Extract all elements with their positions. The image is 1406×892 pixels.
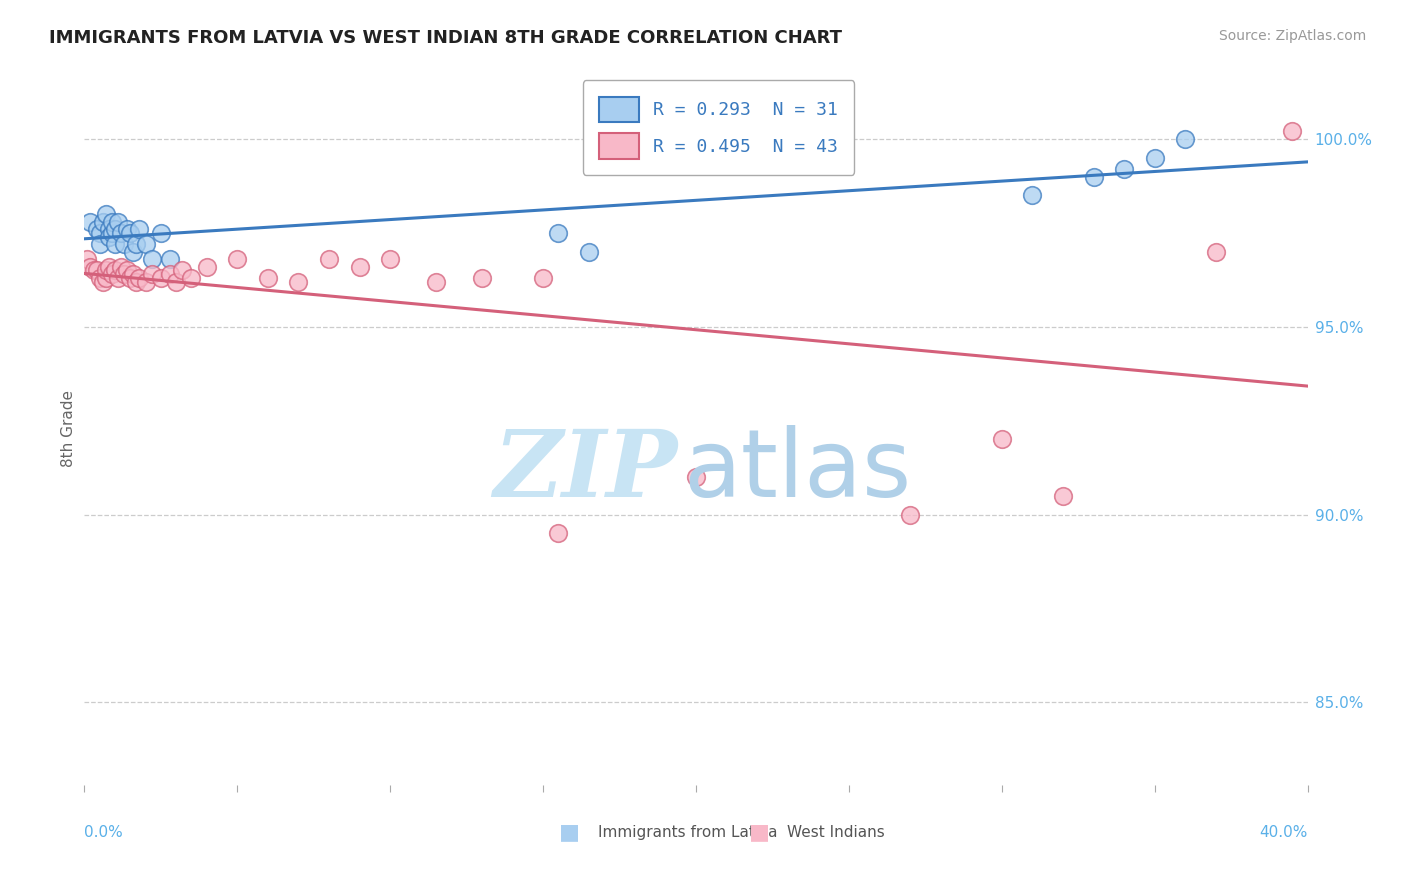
Point <box>165 275 187 289</box>
Point <box>1083 169 1105 184</box>
Point <box>380 252 402 267</box>
Point <box>79 260 101 274</box>
Point <box>149 226 172 240</box>
Text: West Indians: West Indians <box>787 825 886 839</box>
Point <box>89 237 111 252</box>
Point <box>318 252 340 267</box>
Point <box>110 260 132 274</box>
Point <box>195 260 218 274</box>
Point <box>1021 188 1043 202</box>
Point <box>79 214 101 228</box>
Point <box>104 237 127 252</box>
Point <box>349 260 371 274</box>
Point <box>685 470 707 484</box>
Point <box>122 244 145 259</box>
Point <box>97 229 120 244</box>
Point <box>898 508 921 522</box>
Text: IMMIGRANTS FROM LATVIA VS WEST INDIAN 8TH GRADE CORRELATION CHART: IMMIGRANTS FROM LATVIA VS WEST INDIAN 8T… <box>49 29 842 46</box>
Text: 0.0%: 0.0% <box>84 825 124 839</box>
Point <box>578 244 600 259</box>
Point <box>104 222 127 236</box>
Point <box>1143 151 1166 165</box>
Point <box>89 226 111 240</box>
Text: ■: ■ <box>560 822 579 842</box>
Point <box>180 271 202 285</box>
Point <box>115 263 138 277</box>
Point <box>101 214 124 228</box>
Point <box>257 271 280 285</box>
Point <box>531 271 554 285</box>
Point <box>425 275 447 289</box>
Point <box>107 271 129 285</box>
Point <box>86 222 108 236</box>
Point <box>83 263 105 277</box>
Point <box>141 267 163 281</box>
Point <box>1052 489 1074 503</box>
Point <box>159 267 181 281</box>
Point <box>128 271 150 285</box>
Point <box>1205 244 1227 259</box>
Point <box>471 271 494 285</box>
Point <box>104 263 127 277</box>
Point <box>547 526 569 541</box>
Point <box>159 252 181 267</box>
Point <box>128 222 150 236</box>
Point <box>101 267 124 281</box>
Point <box>76 252 98 267</box>
Point <box>115 222 138 236</box>
Point <box>94 207 117 221</box>
Point <box>122 267 145 281</box>
Point <box>120 226 142 240</box>
Point <box>547 226 569 240</box>
Point <box>110 226 132 240</box>
Point <box>91 275 114 289</box>
Point <box>149 271 172 285</box>
Text: atlas: atlas <box>683 425 912 517</box>
Point <box>1114 161 1136 176</box>
Point <box>94 263 117 277</box>
Point <box>287 275 309 289</box>
Text: ZIP: ZIP <box>494 426 678 516</box>
Point <box>97 222 120 236</box>
Point <box>226 252 249 267</box>
Y-axis label: 8th Grade: 8th Grade <box>60 390 76 467</box>
Point <box>125 237 148 252</box>
Point <box>1174 132 1197 146</box>
Point <box>112 267 135 281</box>
Point <box>107 214 129 228</box>
Point <box>135 275 157 289</box>
Point <box>172 263 194 277</box>
Point <box>101 226 124 240</box>
Text: 40.0%: 40.0% <box>1260 825 1308 839</box>
Point <box>135 237 157 252</box>
Text: ■: ■ <box>749 822 769 842</box>
Point <box>112 237 135 252</box>
Point <box>991 433 1014 447</box>
Point <box>89 271 111 285</box>
Text: Source: ZipAtlas.com: Source: ZipAtlas.com <box>1219 29 1367 43</box>
Point <box>141 252 163 267</box>
Legend: R = 0.293  N = 31, R = 0.495  N = 43: R = 0.293 N = 31, R = 0.495 N = 43 <box>582 80 855 175</box>
Point <box>120 271 142 285</box>
Point <box>97 260 120 274</box>
Point <box>94 271 117 285</box>
Point <box>1281 124 1303 138</box>
Point <box>86 263 108 277</box>
Text: Immigrants from Latvia: Immigrants from Latvia <box>598 825 778 839</box>
Point <box>125 275 148 289</box>
Point <box>91 214 114 228</box>
